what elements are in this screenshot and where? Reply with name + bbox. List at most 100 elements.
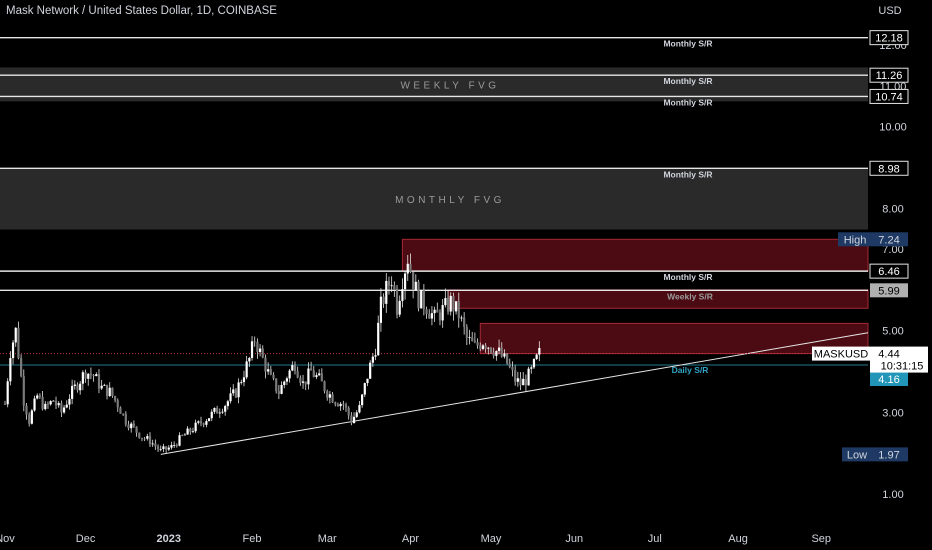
candle-body xyxy=(38,395,42,397)
candle-body xyxy=(344,404,348,408)
candle-body xyxy=(527,368,530,386)
candle-body xyxy=(81,372,84,384)
candle-body xyxy=(186,428,189,435)
candle-body xyxy=(500,347,503,357)
candle-body xyxy=(92,374,95,377)
candle-body xyxy=(267,369,270,372)
candle-body xyxy=(226,401,229,407)
candle-body xyxy=(377,322,380,356)
high-tag-bg xyxy=(838,232,908,247)
candle-body xyxy=(382,296,385,304)
candle-body xyxy=(175,444,178,446)
candle-body xyxy=(420,290,423,309)
candle-body xyxy=(216,407,219,414)
candle-body xyxy=(296,371,299,378)
low-tag-bg xyxy=(842,447,908,462)
y-tick-label: 1.00 xyxy=(882,489,903,501)
x-tick-label: Jun xyxy=(565,533,583,545)
fvg-zone-label: WEEKLY FVG xyxy=(400,80,499,91)
candle-body xyxy=(76,384,79,391)
candle-body xyxy=(347,407,350,416)
candle-body xyxy=(84,372,87,379)
candle-body xyxy=(460,317,463,319)
level-price-tag-bg xyxy=(869,30,909,46)
candle-body xyxy=(414,281,417,291)
candle-body xyxy=(232,389,235,394)
candle-body xyxy=(409,263,412,272)
current-price-tag-bg xyxy=(870,346,928,373)
level-price-tag: 6.46 xyxy=(878,266,899,278)
candle-body xyxy=(293,365,297,372)
candle-body xyxy=(46,403,50,405)
candle-body xyxy=(240,382,243,383)
candle-body xyxy=(403,273,407,290)
countdown-tag: 10:31:15 xyxy=(881,361,924,373)
candle-body xyxy=(89,373,93,375)
candle-body xyxy=(417,281,420,309)
sr-level-label: Daily S/R xyxy=(672,365,709,375)
candle-body xyxy=(103,384,106,386)
candle-body xyxy=(454,301,458,312)
candle-body xyxy=(304,381,307,385)
candle-body xyxy=(374,355,377,357)
level-price-tag-bg xyxy=(869,67,909,83)
candle-body xyxy=(52,400,55,402)
level-price-tag-bg xyxy=(870,372,908,387)
candle-body xyxy=(167,447,170,450)
candles xyxy=(3,253,541,454)
sr-level-label: Monthly S/R xyxy=(663,39,712,49)
candle-body xyxy=(358,405,361,413)
candle-body xyxy=(315,375,318,378)
candle-body xyxy=(342,403,345,405)
candle-body xyxy=(446,298,450,312)
candle-body xyxy=(156,446,160,450)
supply-zone xyxy=(479,322,869,355)
candle-body xyxy=(170,445,173,448)
candle-body xyxy=(202,423,205,425)
x-tick-label: 2023 xyxy=(157,533,181,545)
candle-body xyxy=(44,403,47,410)
candle-body xyxy=(151,443,154,445)
candle-body xyxy=(264,357,267,372)
candle-body xyxy=(218,412,221,414)
candle-body xyxy=(285,378,289,382)
x-tick-label: Sep xyxy=(811,533,831,545)
candle-body xyxy=(495,350,498,356)
candle-body xyxy=(181,435,184,436)
candle-body xyxy=(473,341,476,343)
candle-body xyxy=(11,342,15,359)
candle-body xyxy=(143,438,146,440)
candle-body xyxy=(108,387,111,397)
candle-body xyxy=(519,378,522,386)
candle-body xyxy=(312,370,315,378)
y-tick-label: 7.00 xyxy=(882,244,903,256)
candle-body xyxy=(159,448,162,450)
fvg-zone xyxy=(0,67,868,102)
candle-body xyxy=(444,298,447,306)
x-tick-label: Dec xyxy=(76,533,96,545)
x-tick-label: Aug xyxy=(728,533,748,545)
candle-body xyxy=(205,421,208,425)
candle-body xyxy=(162,446,165,449)
candle-body xyxy=(430,313,434,319)
candle-body xyxy=(371,356,374,363)
candle-body xyxy=(301,381,305,383)
candle-body xyxy=(275,378,278,392)
fvg-zone xyxy=(0,168,868,230)
candle-body xyxy=(191,431,195,433)
candle-body xyxy=(269,369,272,375)
candle-body xyxy=(508,363,511,367)
candle-body xyxy=(318,373,321,376)
candle-body xyxy=(425,309,428,315)
candle-body xyxy=(363,383,366,395)
candle-body xyxy=(484,345,487,349)
low-tag-label: Low xyxy=(847,449,867,461)
candle-body xyxy=(465,326,468,338)
candle-body xyxy=(452,295,455,312)
candle-body xyxy=(277,391,280,394)
supply-zone xyxy=(401,238,869,272)
candle-body xyxy=(463,317,466,327)
high-tag-label: High xyxy=(844,234,867,246)
candle-body xyxy=(350,415,353,424)
